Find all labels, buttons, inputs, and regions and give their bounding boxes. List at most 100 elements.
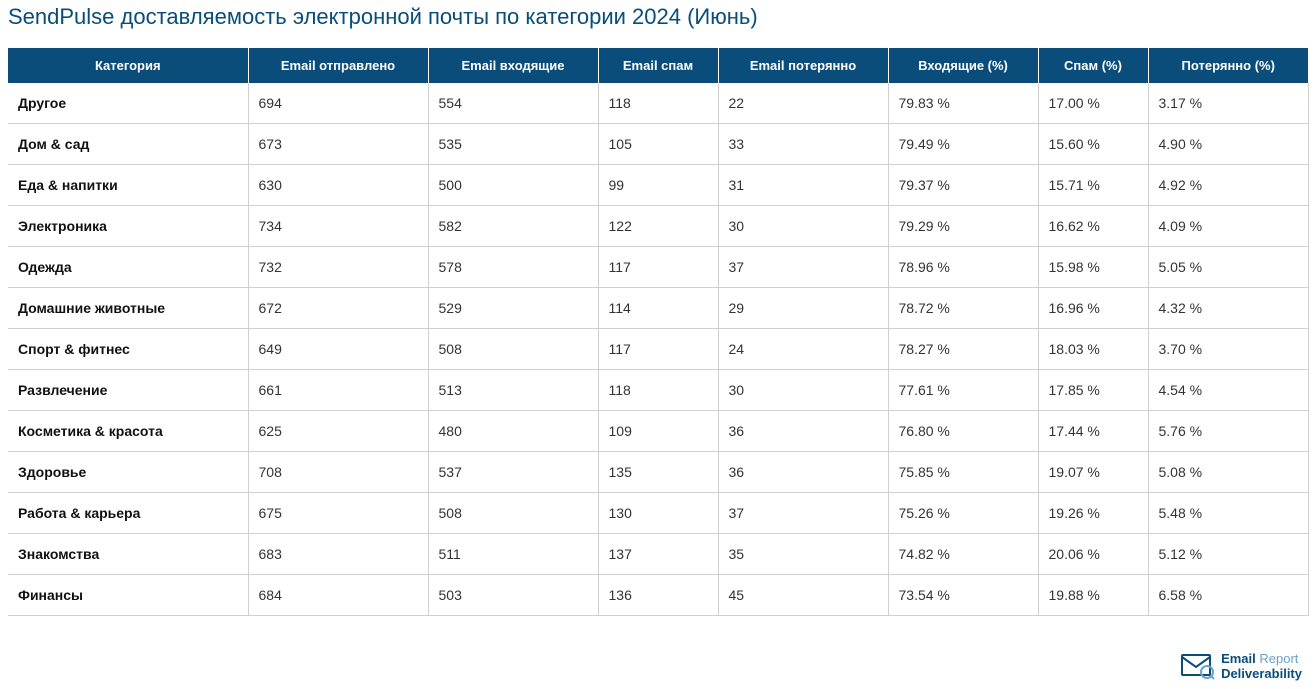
column-header: Потерянно (%) (1148, 48, 1308, 83)
table-cell: 45 (718, 575, 888, 616)
table-cell: 508 (428, 329, 598, 370)
table-cell: 529 (428, 288, 598, 329)
table-cell: 4.92 % (1148, 165, 1308, 206)
table-cell: 20.06 % (1038, 534, 1148, 575)
table-body: Другое6945541182279.83 %17.00 %3.17 %Дом… (8, 83, 1308, 616)
table-cell: Другое (8, 83, 248, 124)
envelope-icon (1181, 654, 1215, 680)
table-cell: 29 (718, 288, 888, 329)
table-cell: 37 (718, 247, 888, 288)
table-cell: 4.90 % (1148, 124, 1308, 165)
table-cell: 5.12 % (1148, 534, 1308, 575)
table-cell: 118 (598, 83, 718, 124)
table-cell: 625 (248, 411, 428, 452)
table-cell: 15.98 % (1038, 247, 1148, 288)
table-cell: 22 (718, 83, 888, 124)
table-cell: 3.17 % (1148, 83, 1308, 124)
table-cell: 19.07 % (1038, 452, 1148, 493)
table-cell: 79.49 % (888, 124, 1038, 165)
table-cell: 480 (428, 411, 598, 452)
table-cell: 675 (248, 493, 428, 534)
table-cell: 5.05 % (1148, 247, 1308, 288)
table-cell: 36 (718, 452, 888, 493)
table-cell: 109 (598, 411, 718, 452)
table-cell: Здоровье (8, 452, 248, 493)
table-cell: 130 (598, 493, 718, 534)
table-cell: 661 (248, 370, 428, 411)
table-cell: 578 (428, 247, 598, 288)
table-cell: 75.85 % (888, 452, 1038, 493)
table-row: Финансы6845031364573.54 %19.88 %6.58 % (8, 575, 1308, 616)
table-cell: 78.96 % (888, 247, 1038, 288)
table-cell: 79.29 % (888, 206, 1038, 247)
table-cell: 15.60 % (1038, 124, 1148, 165)
table-cell: 5.76 % (1148, 411, 1308, 452)
table-cell: 79.37 % (888, 165, 1038, 206)
table-cell: 117 (598, 329, 718, 370)
table-cell: 24 (718, 329, 888, 370)
table-cell: 16.96 % (1038, 288, 1148, 329)
table-cell: Одежда (8, 247, 248, 288)
table-cell: Электроника (8, 206, 248, 247)
table-cell: 36 (718, 411, 888, 452)
brand-text: Email Report Deliverability (1221, 652, 1302, 681)
table-cell: 732 (248, 247, 428, 288)
table-row: Домашние животные6725291142978.72 %16.96… (8, 288, 1308, 329)
table-cell: 135 (598, 452, 718, 493)
table-cell: 4.54 % (1148, 370, 1308, 411)
table-cell: 118 (598, 370, 718, 411)
table-cell: 18.03 % (1038, 329, 1148, 370)
table-cell: 4.09 % (1148, 206, 1308, 247)
brand-line2: Deliverability (1221, 667, 1302, 681)
table-row: Еда & напитки630500993179.37 %15.71 %4.9… (8, 165, 1308, 206)
table-cell: 17.44 % (1038, 411, 1148, 452)
table-cell: 31 (718, 165, 888, 206)
page-title: SendPulse доставляемость электронной поч… (8, 4, 1306, 30)
table-row: Знакомства6835111373574.82 %20.06 %5.12 … (8, 534, 1308, 575)
table-cell: 500 (428, 165, 598, 206)
table-row: Дом & сад6735351053379.49 %15.60 %4.90 % (8, 124, 1308, 165)
table-cell: Еда & напитки (8, 165, 248, 206)
table-cell: 137 (598, 534, 718, 575)
table-row: Косметика & красота6254801093676.80 %17.… (8, 411, 1308, 452)
table-cell: 649 (248, 329, 428, 370)
table-cell: 17.00 % (1038, 83, 1148, 124)
brand-line1b: Report (1259, 651, 1298, 666)
table-cell: 17.85 % (1038, 370, 1148, 411)
table-cell: 117 (598, 247, 718, 288)
table-cell: 734 (248, 206, 428, 247)
table-cell: 35 (718, 534, 888, 575)
table-header-row: КатегорияEmail отправленоEmail входящиеE… (8, 48, 1308, 83)
table-cell: 114 (598, 288, 718, 329)
table-cell: 3.70 % (1148, 329, 1308, 370)
table-cell: 78.72 % (888, 288, 1038, 329)
column-header: Email спам (598, 48, 718, 83)
deliverability-table: КатегорияEmail отправленоEmail входящиеE… (8, 48, 1309, 616)
table-row: Одежда7325781173778.96 %15.98 %5.05 % (8, 247, 1308, 288)
column-header: Категория (8, 48, 248, 83)
table-cell: 74.82 % (888, 534, 1038, 575)
table-cell: 136 (598, 575, 718, 616)
table-cell: Спорт & фитнес (8, 329, 248, 370)
table-cell: 79.83 % (888, 83, 1038, 124)
table-row: Работа & карьера6755081303775.26 %19.26 … (8, 493, 1308, 534)
table-cell: 535 (428, 124, 598, 165)
table-cell: 5.48 % (1148, 493, 1308, 534)
table-cell: 672 (248, 288, 428, 329)
table-cell: 99 (598, 165, 718, 206)
table-cell: Косметика & красота (8, 411, 248, 452)
table-cell: 554 (428, 83, 598, 124)
table-cell: 508 (428, 493, 598, 534)
table-cell: 78.27 % (888, 329, 1038, 370)
column-header: Email потерянно (718, 48, 888, 83)
table-cell: 30 (718, 206, 888, 247)
table-cell: Работа & карьера (8, 493, 248, 534)
table-cell: 105 (598, 124, 718, 165)
table-cell: 30 (718, 370, 888, 411)
table-cell: 4.32 % (1148, 288, 1308, 329)
table-cell: 73.54 % (888, 575, 1038, 616)
column-header: Спам (%) (1038, 48, 1148, 83)
table-cell: 630 (248, 165, 428, 206)
column-header: Email входящие (428, 48, 598, 83)
table-cell: Дом & сад (8, 124, 248, 165)
